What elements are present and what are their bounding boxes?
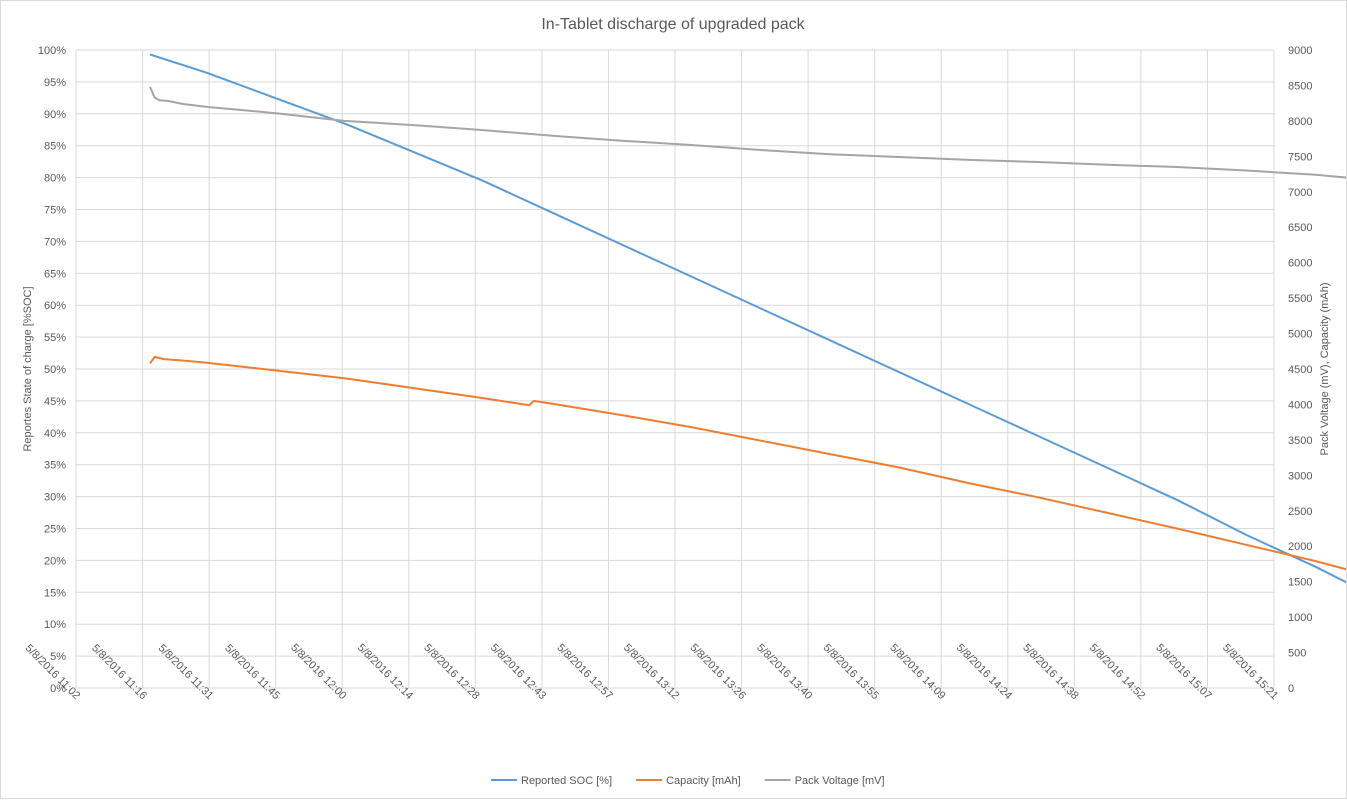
x-tick-label: 5/8/2016 12:00 (288, 642, 348, 702)
y-axis-left-title: Reportes State of charge [%SOC] (22, 286, 34, 451)
y-right-tick-label: 8500 (1288, 80, 1312, 92)
legend: Reported SOC [%] Capacity [mAh] Pack Volta… (491, 775, 885, 787)
y-left-tick-label: 30% (44, 492, 66, 504)
y-right-tick-label: 5500 (1288, 293, 1312, 305)
y-right-tick-label: 2500 (1288, 506, 1312, 518)
series-line-pack-voltage-mv (149, 86, 1347, 179)
x-tick-label: 5/8/2016 12:43 (488, 642, 548, 702)
x-tick-label: 5/8/2016 14:52 (1087, 642, 1147, 702)
y-left-tick-label: 90% (44, 109, 66, 121)
x-tick-label: 5/8/2016 11:45 (222, 642, 282, 702)
y-left-tick-label: 0% (50, 683, 66, 695)
x-tick-label: 5/8/2016 11:31 (156, 642, 216, 702)
x-tick-label: 5/8/2016 13:55 (821, 642, 881, 702)
series-layer (149, 53, 1347, 584)
x-tick-label: 5/8/2016 12:57 (554, 642, 614, 702)
x-tick-label: 5/8/2016 14:09 (887, 642, 947, 702)
y-left-tick-label: 40% (44, 428, 66, 440)
y-right-tick-label: 9000 (1288, 45, 1312, 57)
x-tick-label: 5/8/2016 12:28 (421, 642, 481, 702)
y-right-tick-label: 4000 (1288, 399, 1312, 411)
y-right-tick-label: 7000 (1288, 187, 1312, 199)
x-tick-label: 5/8/2016 14:24 (954, 642, 1014, 702)
x-tick-label: 5/8/2016 13:40 (754, 642, 814, 702)
y-left-tick-label: 55% (44, 332, 66, 344)
series-line-capacity-mah (149, 355, 1347, 571)
y-left-tick-label: 75% (44, 205, 66, 217)
y-left-tick-label: 80% (44, 173, 66, 185)
chart-title: In-Tablet discharge of upgraded pack (541, 16, 805, 33)
y-left-tick-label: 60% (44, 300, 66, 312)
y-right-tick-label: 1000 (1288, 612, 1312, 624)
legend-label: Reported SOC [%] (521, 775, 612, 787)
y-right-tick-label: 6500 (1288, 222, 1312, 234)
y-right-tick-label: 7500 (1288, 151, 1312, 163)
legend-label: Capacity [mAh] (666, 775, 741, 787)
y-right-tick-label: 8000 (1288, 116, 1312, 128)
y-left-tick-label: 45% (44, 396, 66, 408)
x-tick-label: 5/8/2016 15:21 (1220, 642, 1280, 702)
y-left-tick-label: 70% (44, 236, 66, 248)
y-right-tick-label: 3500 (1288, 435, 1312, 447)
y-left-tick-label: 50% (44, 364, 66, 376)
y-right-tick-label: 2000 (1288, 541, 1312, 553)
y-left-tick-label: 15% (44, 587, 66, 599)
x-tick-label: 5/8/2016 14:38 (1020, 642, 1080, 702)
y-left-tick-label: 25% (44, 524, 66, 536)
right-axis: 0 500 1000 1500 2000 2500 3000 3500 4000 4500 5000… (1288, 45, 1312, 695)
y-right-tick-label: 0 (1288, 683, 1294, 695)
y-right-tick-label: 5000 (1288, 329, 1312, 341)
y-right-tick-label: 6000 (1288, 258, 1312, 270)
left-axis: 0% 5% 10% 15% 20% 25% 30% 35% 40% 45% 50% 55% 60% 65%… (38, 45, 66, 695)
x-tick-label: 5/8/2016 12:14 (355, 642, 415, 702)
grid-lines (75, 49, 1275, 689)
y-left-tick-label: 35% (44, 460, 66, 472)
x-tick-label: 5/8/2016 13:26 (688, 642, 748, 702)
y-left-tick-label: 100% (38, 45, 66, 57)
y-right-tick-label: 500 (1288, 648, 1306, 660)
y-right-tick-label: 3000 (1288, 470, 1312, 482)
x-tick-label: 5/8/2016 11:16 (89, 642, 149, 702)
y-right-tick-label: 4500 (1288, 364, 1312, 376)
x-axis: 5/8/2016 11:02 5/8/2016 11:16 5/8/2016 11:… (23, 642, 1281, 702)
y-left-tick-label: 10% (44, 619, 66, 631)
y-left-tick-label: 85% (44, 141, 66, 153)
y-axis-right-title: Pack Voltage (mV), Capacity (mAh) (1319, 282, 1331, 455)
y-left-tick-label: 65% (44, 268, 66, 280)
y-left-tick-label: 5% (50, 651, 66, 663)
y-left-tick-label: 20% (44, 555, 66, 567)
x-tick-label: 5/8/2016 13:12 (621, 642, 681, 702)
x-tick-label: 5/8/2016 15:07 (1153, 642, 1213, 702)
series-line-reported-soc (149, 53, 1347, 584)
legend-label: Pack Voltage [mV] (795, 775, 885, 787)
y-right-tick-label: 1500 (1288, 577, 1312, 589)
y-left-tick-label: 95% (44, 77, 66, 89)
